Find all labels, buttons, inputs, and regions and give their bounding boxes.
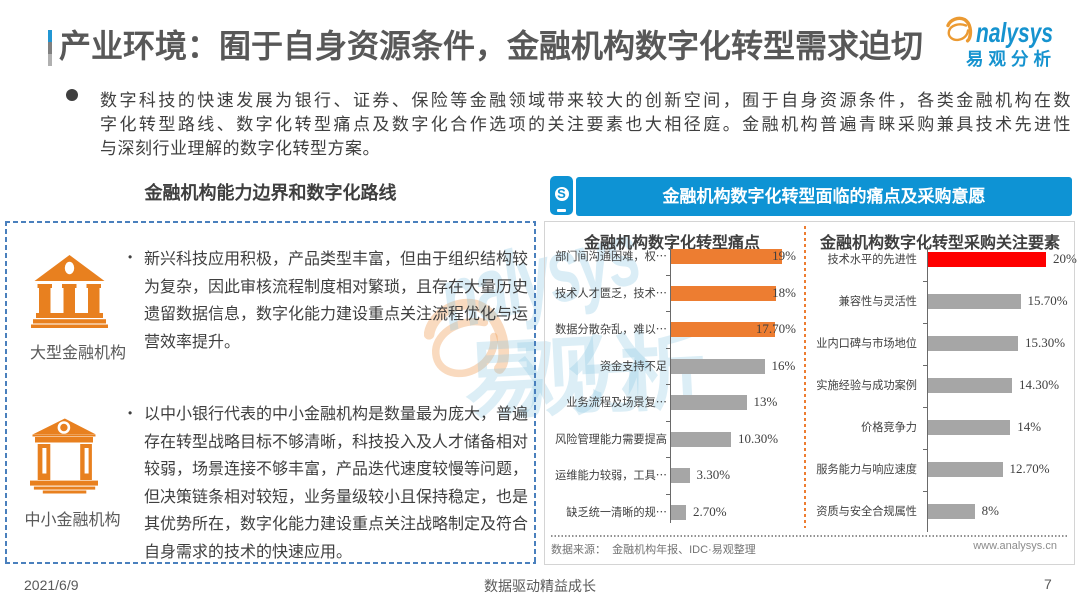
svg-text:nalysys: nalysys xyxy=(976,17,1053,48)
svg-text:易观分析: 易观分析 xyxy=(966,49,1056,69)
